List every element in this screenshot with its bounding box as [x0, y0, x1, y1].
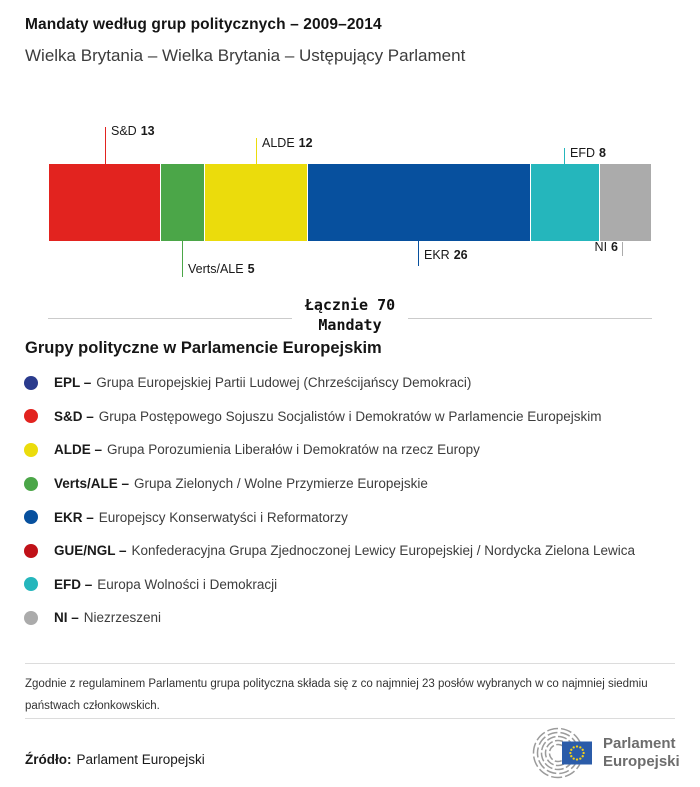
callout-tick-verts-ale — [182, 241, 183, 277]
legend-dot-ekr — [24, 510, 38, 525]
segment-value: 12 — [298, 136, 313, 150]
callout-tick-ekr — [418, 241, 419, 266]
legend-item-ni: NI – Niezrzeszeni — [24, 601, 684, 635]
bar-segment-verts-ale[interactable] — [160, 164, 204, 241]
legend-dot-epl — [24, 375, 38, 390]
seat-bar — [49, 164, 652, 241]
callout-label-ni: NI 6 — [552, 240, 618, 254]
segment-name: ALDE — [262, 136, 295, 150]
legend-abbr: Verts/ALE – — [54, 476, 130, 492]
callout-tick-sd — [105, 127, 106, 164]
segment-name: EKR — [424, 248, 450, 262]
legend-abbr: EPL – — [54, 375, 92, 391]
legend-desc: Grupa Zielonych / Wolne Przymierze Europ… — [134, 476, 428, 492]
segment-name: NI — [594, 240, 608, 254]
legend-dot-alde — [24, 442, 38, 457]
segment-value: 6 — [611, 240, 618, 254]
callout-label-ekr: EKR 26 — [424, 248, 468, 262]
callout-label-sd: S&D 13 — [111, 124, 155, 138]
legend-abbr: NI – — [54, 610, 79, 626]
legend-abbr: EFD – — [54, 576, 93, 592]
parlament-europejski-logo: Parlament Europejski — [528, 725, 680, 781]
total-divider-right — [408, 318, 652, 319]
bar-segment-ekr[interactable] — [307, 164, 530, 241]
segment-value: 13 — [140, 124, 155, 138]
logo-wordmark: Parlament Europejski — [603, 735, 680, 771]
legend-item-alde: ALDE – Grupa Porozumienia Liberałów i Dem… — [24, 433, 684, 467]
callout-tick-alde — [256, 138, 257, 164]
legend-desc: Grupa Postępowego Sojuszu Socjalistów i … — [98, 408, 602, 424]
legend-dot-efd — [24, 577, 38, 592]
legend-abbr: S&D – — [54, 408, 94, 424]
legend-heading: Grupy polityczne w Parlamencie Europejsk… — [25, 339, 382, 357]
footer-divider-bottom — [25, 718, 675, 719]
total-divider-left — [48, 318, 292, 319]
source-line: Źródło: Parlament Europejski — [25, 752, 205, 767]
legend-abbr: ALDE – — [54, 442, 103, 458]
legend-desc: Europa Wolności i Demokracji — [97, 576, 278, 592]
hemicycle-eu-flag-icon — [532, 727, 592, 779]
legend-desc: Grupa Porozumienia Liberałów i Demokrató… — [107, 442, 480, 458]
bar-segment-ni[interactable] — [599, 164, 652, 241]
total-unit: Mandaty — [318, 316, 382, 334]
source-value: Parlament Europejski — [76, 752, 205, 767]
segment-value: 8 — [599, 146, 606, 160]
legend-abbr: EKR – — [54, 509, 94, 525]
callout-tick-efd — [564, 148, 565, 164]
legend-item-gue-ngl: GUE/NGL – Konfederacyjna Grupa Zjednoczon… — [24, 534, 684, 568]
legend-desc: Grupa Europejskiej Partii Ludowej (Chrze… — [96, 375, 472, 391]
legend-dot-verts-ale — [24, 476, 38, 491]
legend-item-verts-ale: Verts/ALE – Grupa Zielonych / Wolne Przym… — [24, 467, 684, 501]
segment-value: 26 — [453, 248, 468, 262]
footnote: Zgodnie z regulaminem Parlamentu grupa p… — [25, 678, 648, 712]
legend-abbr: GUE/NGL – — [54, 543, 127, 559]
footer-divider-top — [25, 663, 675, 664]
page-title: Mandaty według grup politycznych – 2009–… — [25, 16, 382, 33]
total-mandates: Łącznie 70 Mandaty — [230, 295, 470, 335]
callout-label-alde: ALDE 12 — [262, 136, 313, 150]
segment-name: S&D — [111, 124, 137, 138]
legend-item-ekr: EKR – Europejscy Konserwatyści i Reformat… — [24, 500, 684, 534]
callout-label-efd: EFD 8 — [570, 146, 606, 160]
segment-name: Verts/ALE — [188, 262, 244, 276]
segment-name: EFD — [570, 146, 595, 160]
callout-label-verts-ale: Verts/ALE 5 — [188, 262, 255, 276]
callout-tick-ni — [622, 242, 623, 256]
page-subtitle: Wielka Brytania – Wielka Brytania – Ustę… — [25, 46, 466, 65]
legend-dot-ni — [24, 610, 38, 625]
total-label: Łącznie 70 — [304, 296, 396, 314]
logo-line1: Parlament — [603, 735, 676, 752]
legend-item-epl: EPL – Grupa Europejskiej Partii Ludowej (… — [24, 366, 684, 400]
segment-value: 5 — [247, 262, 255, 276]
legend: EPL – Grupa Europejskiej Partii Ludowej (… — [24, 366, 684, 635]
legend-desc: Europejscy Konserwatyści i Reformatorzy — [98, 509, 348, 525]
legend-item-efd: EFD – Europa Wolności i Demokracji — [24, 568, 684, 602]
bar-segment-efd[interactable] — [530, 164, 599, 241]
source-label: Źródło: — [25, 752, 72, 767]
bar-segment-alde[interactable] — [204, 164, 307, 241]
bar-segment-sd[interactable] — [49, 164, 160, 241]
legend-desc: Niezrzeszeni — [83, 610, 162, 626]
legend-dot-sd — [24, 409, 38, 424]
legend-dot-gue-ngl — [24, 543, 38, 558]
logo-line2: Europejski — [603, 753, 680, 770]
legend-desc: Konfederacyjna Grupa Zjednoczonej Lewicy… — [131, 543, 636, 559]
legend-item-sd: S&D – Grupa Postępowego Sojuszu Socjalist… — [24, 400, 684, 434]
